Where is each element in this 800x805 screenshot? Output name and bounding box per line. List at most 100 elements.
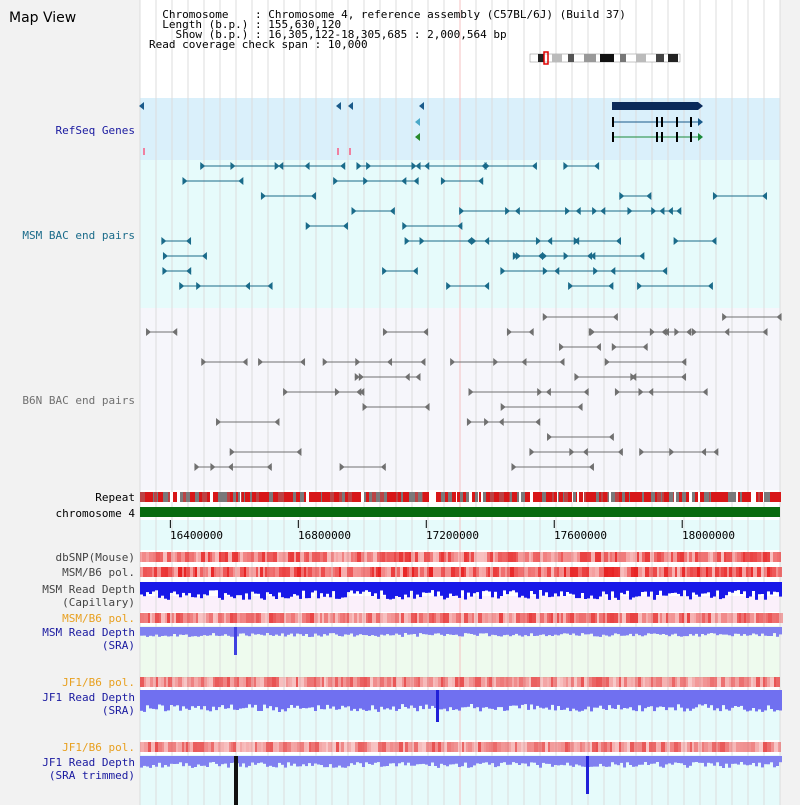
jf1-b6-pol-strip: [481, 742, 484, 752]
msm-depth-cap-bar: [515, 582, 518, 593]
jf1-b6-pol-strip: [339, 742, 341, 752]
jf1-b6-pol-strip: [732, 742, 736, 752]
repeat-element: [774, 492, 778, 502]
jf1-depth-sra-bar: [677, 690, 680, 705]
dbsnp-strip: [334, 552, 336, 562]
dbsnp-strip: [146, 552, 149, 562]
repeat-element: [314, 492, 317, 502]
jf1-depth-sra-bar: [242, 690, 245, 709]
jf1-b6-pol-strip: [260, 677, 264, 687]
msm-depth-cap-bar: [254, 582, 257, 594]
jf1-depth-trim-bar: [572, 756, 575, 767]
jf1-depth-trim-bar: [767, 756, 770, 765]
jf1-b6-pol-strip: [716, 742, 718, 752]
msm-depth-sra-bar: [155, 627, 158, 635]
dbsnp-strip: [300, 552, 304, 562]
repeat-element: [585, 492, 586, 502]
msm-b6-pol-strip: [366, 613, 368, 623]
msm-depth-sra-bar: [677, 627, 680, 637]
msm-depth-sra-bar: [266, 627, 269, 633]
repeat-element: [162, 492, 163, 502]
jf1-b6-pol-strip: [393, 742, 397, 752]
jf1-b6-pol-strip: [515, 742, 517, 752]
msm-b6-pol-strip: [253, 567, 256, 577]
msm-b6-pol-strip: [618, 613, 620, 623]
msm-b6-pol-strip: [267, 567, 270, 577]
ideogram-band: [552, 54, 562, 62]
msm-depth-cap-bar: [470, 582, 473, 597]
msm-depth-sra-bar: [485, 627, 488, 634]
msm-b6-pol-strip: [172, 567, 174, 577]
msm-b6-pol-strip: [306, 613, 310, 623]
jf1-depth-sra-bar: [509, 690, 512, 706]
msm-b6-pol-strip: [335, 567, 339, 577]
label-msm-b6-pol-1: MSM/B6 pol.: [62, 566, 135, 579]
jf1-depth-sra-bar: [611, 690, 614, 709]
label-msm-bac-end-pairs[interactable]: MSM BAC end pairs: [22, 229, 135, 242]
msm-bac-pair-end: [238, 177, 244, 185]
jf1-b6-pol-strip: [300, 742, 304, 752]
msm-depth-cap-bar: [431, 582, 434, 591]
repeat-element: [242, 492, 244, 502]
msm-depth-cap-bar: [494, 582, 497, 592]
msm-b6-pol-strip: [779, 613, 783, 623]
msm-b6-pol-strip: [700, 613, 702, 623]
msm-depth-sra-bar: [500, 627, 503, 637]
repeat-element: [287, 492, 288, 502]
jf1-depth-sra-bar: [488, 690, 491, 709]
jf1-b6-pol-strip: [774, 677, 776, 687]
repeat-element: [625, 492, 629, 502]
msm-bac-pair-end: [389, 207, 395, 215]
msm-depth-sra-bar: [509, 627, 512, 637]
msm-depth-cap-bar: [347, 582, 350, 593]
label-refseq-genes[interactable]: RefSeq Genes: [55, 124, 135, 137]
repeat-element: [552, 492, 554, 502]
jf1-b6-pol-strip: [509, 742, 511, 752]
msm-b6-pol-strip: [196, 613, 198, 623]
msm-b6-pol-strip: [566, 567, 570, 577]
jf1-b6-pol-strip: [753, 677, 756, 687]
msm-b6-pol-strip: [434, 613, 436, 623]
jf1-depth-trim-bar: [200, 756, 203, 766]
msm-depth-cap-bar: [593, 582, 596, 599]
msm-depth-sra-bar: [329, 627, 332, 634]
jf1-b6-pol-strip: [246, 742, 249, 752]
msm-b6-pol-strip: [445, 613, 449, 623]
jf1-b6-pol-strip: [677, 677, 680, 687]
msm-bac-pair-end: [676, 207, 682, 215]
msm-depth-sra-bar: [380, 627, 383, 635]
msm-depth-sra-bar: [167, 627, 170, 637]
repeat-element: [401, 492, 403, 502]
msm-depth-sra-bar: [254, 627, 257, 635]
msm-b6-pol-strip: [359, 613, 362, 623]
repeat-element: [145, 492, 148, 502]
dbsnp-strip: [418, 552, 420, 562]
msm-depth-sra-bar: [341, 627, 344, 637]
msm-b6-pol-strip: [338, 613, 340, 623]
msm-b6-pol-strip: [607, 613, 610, 623]
msm-b6-pol-strip: [235, 567, 237, 577]
msm-depth-sra-bar: [584, 627, 587, 635]
label-b6n-bac-end-pairs[interactable]: B6N BAC end pairs: [22, 394, 135, 407]
jf1-depth-trim-bar: [548, 756, 551, 764]
jf1-depth-sra-bar: [635, 690, 638, 712]
refseq-gene-mark: [348, 102, 353, 110]
msm-b6-pol-strip: [203, 567, 206, 577]
jf1-b6-pol-strip: [645, 677, 647, 687]
repeat-element: [447, 492, 448, 502]
msm-depth-sra-bar: [758, 627, 761, 637]
dbsnp-strip: [471, 552, 474, 562]
repeat-element: [464, 492, 466, 502]
msm-depth-sra-bar: [695, 627, 698, 634]
dbsnp-strip: [433, 552, 436, 562]
repeat-element: [236, 492, 238, 502]
msm-b6-pol-strip: [246, 613, 250, 623]
label-msm-read-depth-capillary-sub: (Capillary): [62, 596, 135, 609]
dbsnp-strip: [194, 552, 196, 562]
msm-depth-sra-bar: [752, 627, 755, 634]
dbsnp-strip: [510, 552, 513, 562]
msm-bac-pair-end: [471, 237, 477, 245]
repeat-element: [516, 492, 517, 502]
refseq-marker: [349, 148, 351, 155]
msm-b6-pol-strip: [370, 613, 372, 623]
